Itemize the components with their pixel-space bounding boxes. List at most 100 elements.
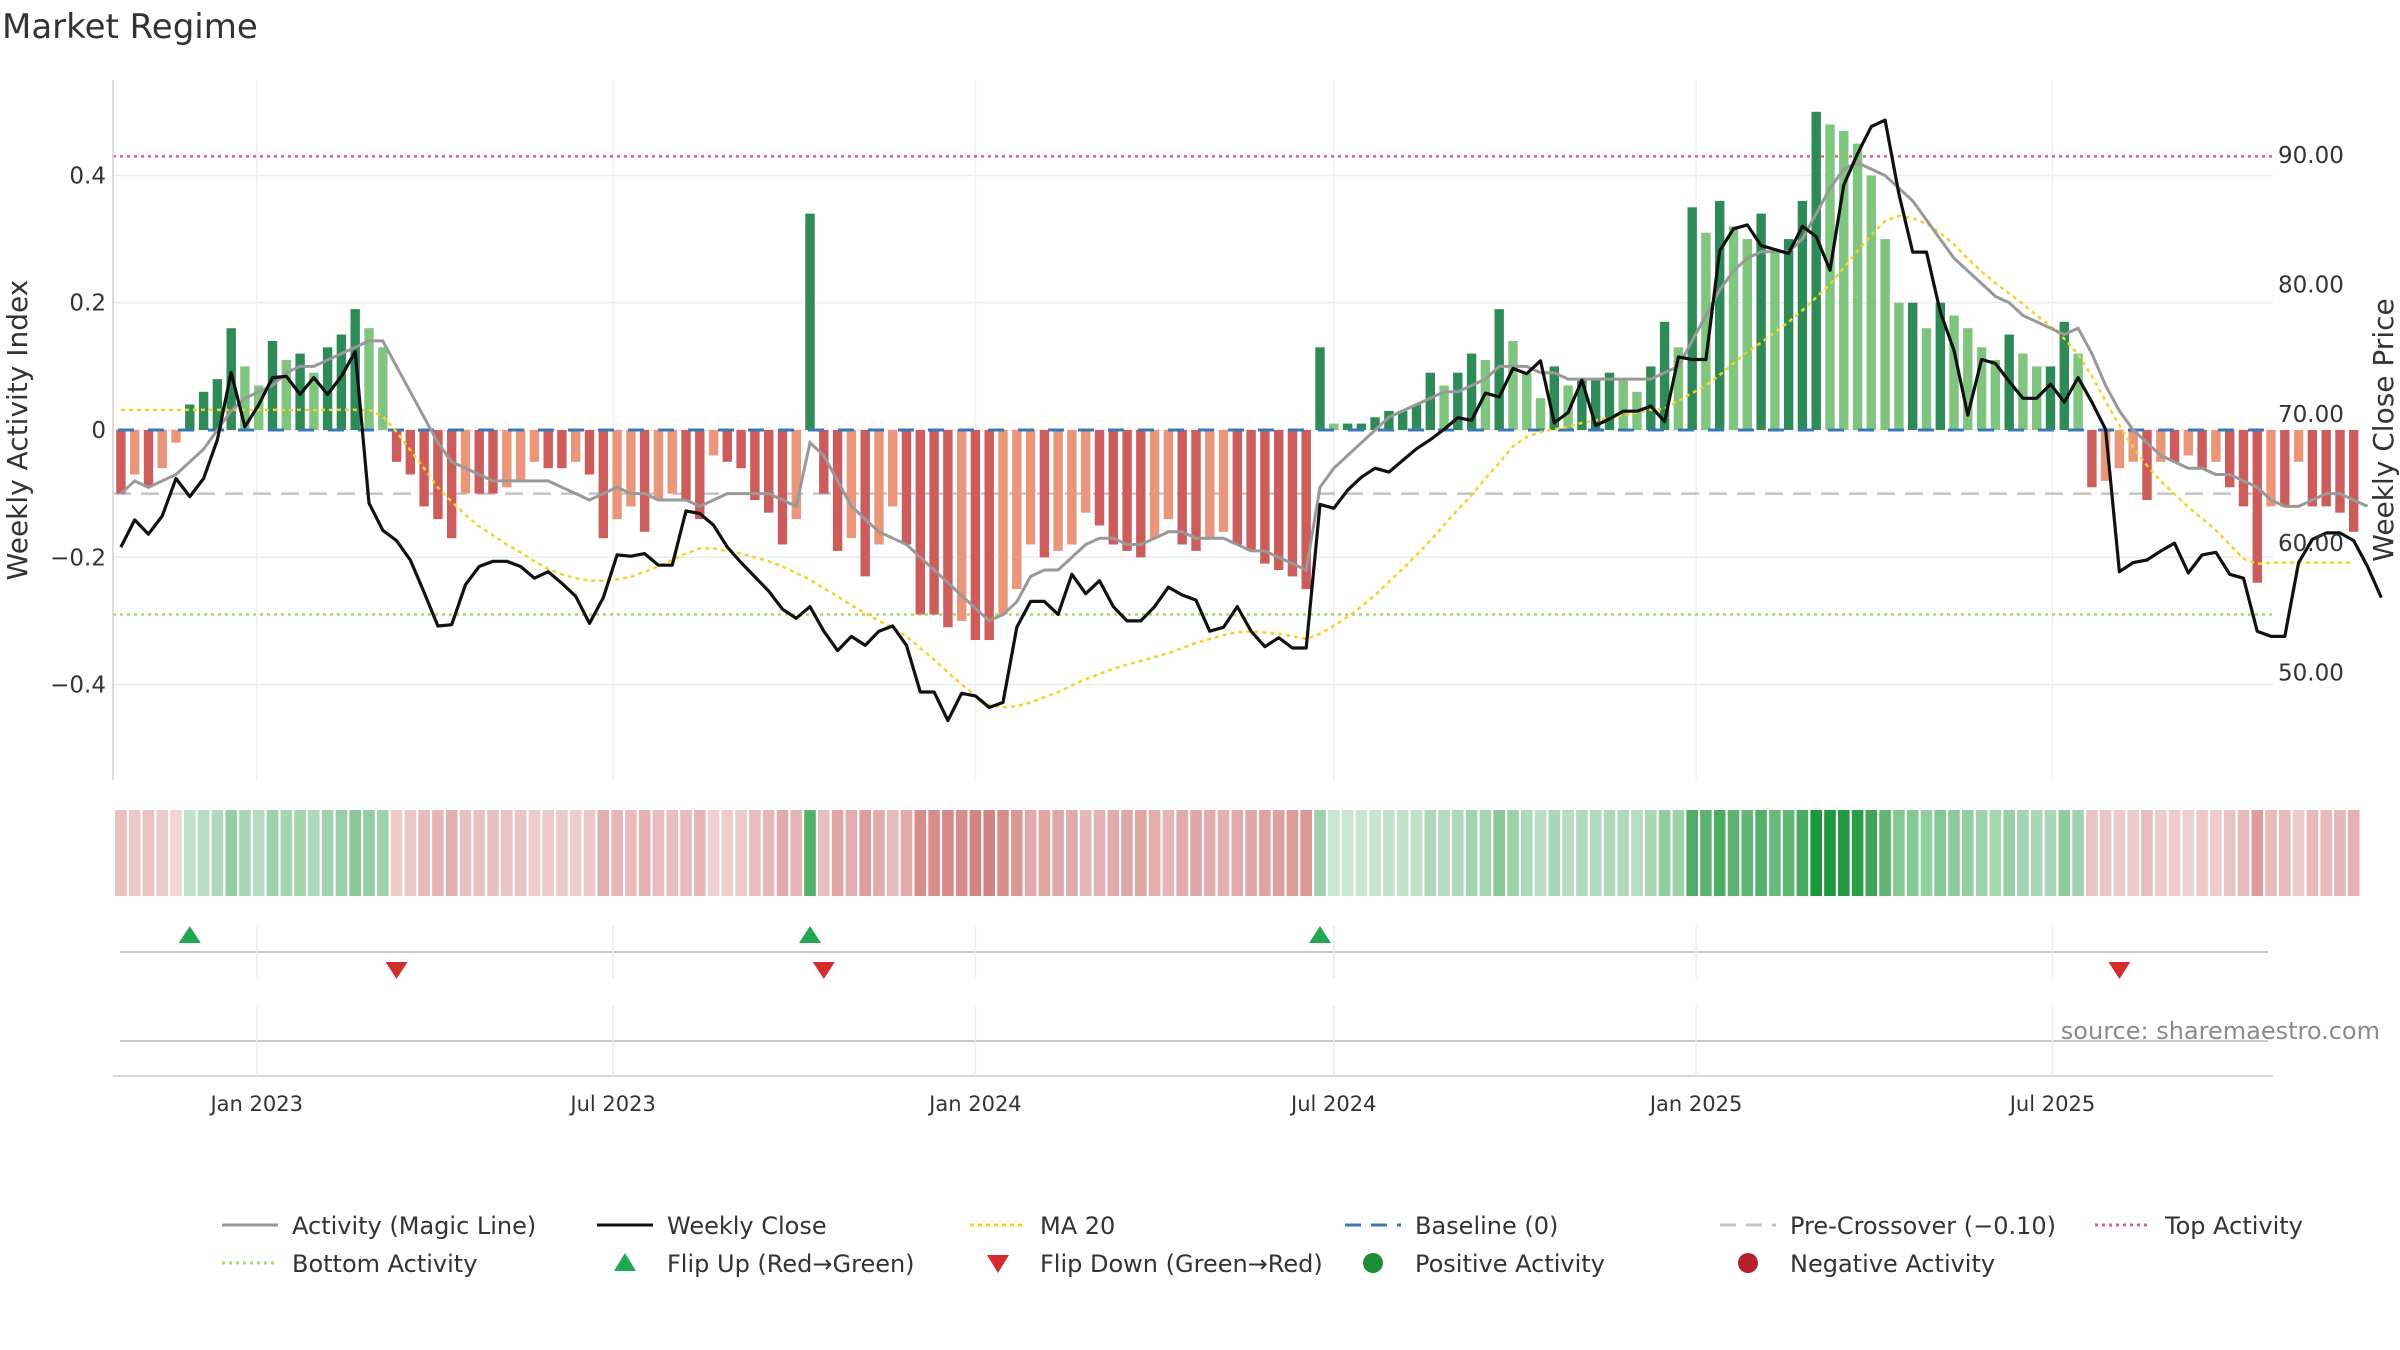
heat-cell <box>1465 810 1478 896</box>
heat-cell <box>2292 810 2305 896</box>
activity-bar <box>598 430 608 539</box>
heat-cell <box>2168 810 2181 896</box>
activity-bar <box>584 430 595 475</box>
x-axis-ticks: Jan 2023 Jul 2023 Jan 2024 Jul 2024 Jan 2025… <box>208 1092 2095 1116</box>
heat-cell <box>735 810 747 896</box>
legend-label: Bottom Activity <box>292 1250 477 1278</box>
activity-bar <box>1535 398 1546 430</box>
heat-cell <box>2265 810 2277 896</box>
heat-cell <box>873 810 885 896</box>
legend-label: MA 20 <box>1040 1212 1115 1240</box>
activity-bar <box>460 430 471 494</box>
legend-label: Flip Up (Red→Green) <box>667 1250 915 1278</box>
heat-cell <box>1603 810 1616 896</box>
activity-bar <box>722 430 732 462</box>
legend-label: Positive Activity <box>1415 1250 1605 1278</box>
heat-cell <box>445 810 458 896</box>
activity-bar <box>1025 430 1036 545</box>
heat-cell <box>514 810 527 896</box>
weekly-close-line <box>119 118 2383 723</box>
activity-bar <box>350 309 360 430</box>
activity-bar <box>1852 143 1863 430</box>
activity-bar <box>1287 430 1298 577</box>
flip-up-marker <box>799 926 822 943</box>
activity-bar <box>1715 200 1725 430</box>
heat-cell <box>1672 810 1685 896</box>
heat-cell <box>942 810 954 896</box>
series-lines <box>118 118 2383 723</box>
activity-bar <box>1342 423 1353 430</box>
activity-bar <box>557 430 567 469</box>
activity-bar <box>1136 430 1146 558</box>
activity-bar <box>2335 430 2345 513</box>
heat-cell <box>1962 810 1974 896</box>
heat-cell <box>128 810 141 896</box>
heat-cell <box>335 810 348 896</box>
heat-cell <box>1534 810 1547 896</box>
activity-bar <box>957 430 967 621</box>
activity-bar <box>1728 226 1739 430</box>
x-tick-label: Jul 2025 <box>2008 1092 2095 1116</box>
ma20-line <box>120 214 2354 709</box>
heat-cell <box>1424 810 1437 896</box>
activity-bar <box>1508 340 1518 430</box>
heat-cell <box>2155 810 2167 896</box>
heat-cell <box>1024 810 1037 896</box>
heat-cell <box>597 810 610 896</box>
heat-cell <box>1713 810 1726 896</box>
heat-cell <box>900 810 913 896</box>
activity-bar <box>1894 302 1904 430</box>
heat-cell <box>1782 810 1795 896</box>
activity-bar <box>2156 430 2166 462</box>
activity-bar <box>1549 366 1559 430</box>
bottom-panel <box>113 1006 2273 1077</box>
activity-bar <box>405 430 415 475</box>
activity-bar <box>1260 430 1270 564</box>
activity-bar <box>1908 302 1918 430</box>
activity-bar <box>515 430 526 481</box>
right-tick-label: 80.00 <box>2278 272 2344 298</box>
heat-cell <box>1824 810 1836 896</box>
activity-bar <box>1577 379 1587 430</box>
heat-cell <box>156 810 168 896</box>
legend-label: Top Activity <box>2164 1212 2303 1240</box>
heat-cell <box>845 810 858 896</box>
activity-bar <box>1618 379 1628 430</box>
heat-cell <box>1341 810 1354 896</box>
heat-cell <box>170 810 182 896</box>
activity-bar <box>653 430 664 500</box>
heat-cell <box>225 810 237 896</box>
flip-down-marker <box>385 962 408 979</box>
heat-cell <box>2223 810 2236 896</box>
activity-bar <box>391 430 402 462</box>
activity-bar <box>1246 430 1256 551</box>
left-tick-label: 0.2 <box>69 291 106 317</box>
heat-cell <box>1011 810 1023 896</box>
left-tick-label: 0 <box>91 418 106 444</box>
activity-bar <box>2280 430 2290 507</box>
heat-cell <box>1355 810 1368 896</box>
heat-cell <box>1975 810 1988 896</box>
heat-cell <box>652 810 665 896</box>
right-tick-label: 60.00 <box>2278 531 2344 557</box>
right-tick-label: 90.00 <box>2278 143 2344 169</box>
heat-cell <box>1576 810 1588 896</box>
heat-cell <box>1727 810 1740 896</box>
activity-bar <box>2252 430 2262 583</box>
heat-cell <box>928 810 940 896</box>
legend-label: Activity (Magic Line) <box>292 1212 536 1240</box>
heat-cell <box>1383 810 1395 896</box>
activity-bar <box>1466 353 1477 430</box>
activity-bar <box>1811 111 1821 431</box>
heat-cell <box>831 810 844 896</box>
activity-bar <box>1990 360 2001 430</box>
x-tick-label: Jan 2024 <box>927 1092 1022 1116</box>
heat-cell <box>1148 810 1161 896</box>
heat-cell <box>1038 810 1051 896</box>
heat-cell <box>2237 810 2250 896</box>
activity-bar <box>1067 430 1077 545</box>
heat-cell <box>983 810 995 896</box>
activity-bar <box>571 430 581 462</box>
activity-bar <box>695 430 705 520</box>
heat-cell <box>2347 810 2360 896</box>
